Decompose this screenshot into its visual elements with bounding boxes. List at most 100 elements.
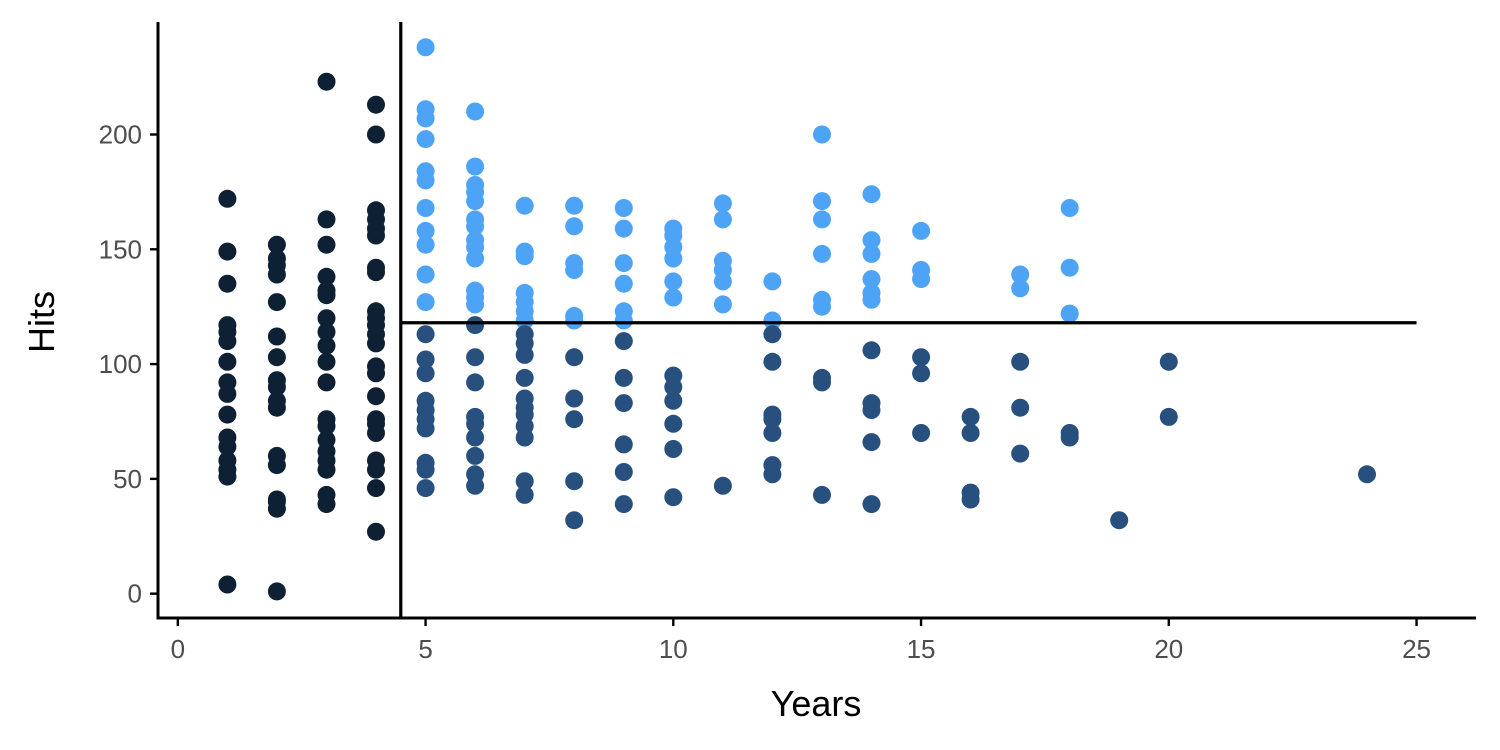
y-tick-label: 200 [99,119,142,149]
data-point [713,295,732,314]
data-point [218,242,237,261]
x-tick-label: 15 [907,634,936,664]
data-point [515,247,534,266]
data-point [317,495,336,514]
data-point [367,364,385,383]
data-point [614,368,633,387]
data-point [565,472,584,491]
data-point [317,210,336,229]
data-point [565,511,584,530]
data-point [367,226,385,245]
data-point [961,490,980,509]
data-point [614,219,633,238]
data-point [367,334,385,353]
data-point [862,290,881,309]
x-axis-title: Years [771,683,862,724]
data-point [515,345,534,364]
data-point [416,364,435,383]
data-point [416,109,435,128]
data-point [862,244,881,263]
data-point [862,231,881,250]
data-point [813,210,831,229]
data-point [218,384,237,403]
data-point [763,410,782,429]
data-point [664,249,683,268]
data-point [614,435,633,454]
y-tick-label: 100 [99,349,142,379]
data-point [862,341,881,360]
data-point [862,270,881,289]
data-point [317,235,336,254]
data-point [466,157,485,176]
data-point [1060,428,1079,447]
data-point [466,476,485,495]
data-point [218,405,237,424]
data-point [912,364,931,383]
axes: 0 50 100 150 200 0 5 10 15 20 25 [99,22,1476,664]
data-point [862,401,881,419]
data-point [416,235,435,254]
data-point [466,192,485,211]
data-point [218,575,237,594]
data-point [317,352,336,371]
data-point [416,479,435,498]
data-point [664,272,683,291]
data-point [367,522,385,541]
data-point [912,424,931,442]
data-point [515,311,534,330]
data-point [862,495,881,514]
data-point [515,368,534,387]
data-point [416,325,435,344]
data-point [218,332,237,351]
data-point [664,414,683,433]
data-point [1358,465,1376,484]
data-point [416,38,435,57]
data-point [565,389,584,408]
data-point [763,311,782,330]
data-point [912,348,931,367]
data-point [713,210,732,229]
data-point [862,433,881,452]
data-point [1011,444,1030,463]
data-point [515,196,534,215]
data-point [267,265,286,284]
data-point [664,440,683,458]
data-point [763,272,782,291]
data-point [664,378,683,396]
data-point [267,378,286,396]
data-point [614,254,633,273]
data-point [1159,407,1178,426]
data-point [416,199,435,217]
data-point [267,398,286,417]
data-point [317,267,336,286]
data-point [961,407,980,426]
data-point [713,476,732,495]
data-point [1060,258,1079,277]
data-point [813,192,831,211]
data-point [416,171,435,190]
data-point [416,293,435,312]
data-point [813,244,831,263]
data-point [466,446,485,465]
data-point [763,465,782,484]
data-point [466,249,485,268]
points-layer [218,38,1376,601]
reference-lines [399,22,1417,618]
data-point [961,424,980,442]
data-point [466,316,485,335]
data-point [267,293,286,312]
data-point [317,72,336,91]
data-point [713,194,732,213]
x-tick-label: 0 [171,634,185,664]
data-point [267,348,286,367]
data-point [317,373,336,392]
data-point [317,286,336,305]
data-point [664,288,683,307]
data-point [1159,352,1178,371]
data-point [664,488,683,507]
data-point [614,199,633,217]
data-point [367,479,385,498]
x-tick-label: 10 [659,634,688,664]
